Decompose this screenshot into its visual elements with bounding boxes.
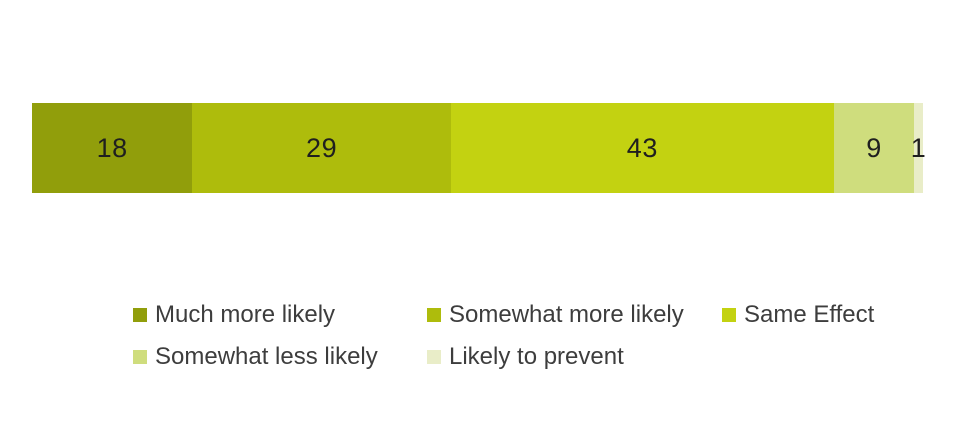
legend-item-somewhat-more-likely: Somewhat more likely (427, 301, 684, 329)
bar-segment-value: 43 (626, 132, 658, 163)
legend-label: Much more likely (155, 301, 336, 328)
stacked-bar: 18 29 43 9 1 (32, 103, 926, 193)
legend-label: Somewhat less likely (155, 343, 378, 370)
legend-label: Likely to prevent (449, 343, 624, 370)
legend-swatch-much-more-likely (133, 308, 147, 322)
bar-segment-much-more-likely: 18 (32, 103, 193, 193)
legend-item-same-effect: Same Effect (722, 301, 874, 329)
legend-item-much-more-likely: Much more likely (133, 301, 335, 329)
bar-segment-same-effect: 43 (450, 103, 834, 193)
bar-segment-value: 9 (866, 132, 882, 163)
legend-swatch-somewhat-less-likely (133, 350, 147, 364)
legend-label: Somewhat more likely (449, 301, 684, 328)
legend-swatch-same-effect (722, 308, 736, 322)
legend-item-somewhat-less-likely: Somewhat less likely (133, 343, 378, 371)
bar-segment-likely-to-prevent: 1 (911, 103, 926, 193)
legend-label: Same Effect (744, 301, 875, 328)
bar-segment-somewhat-less-likely: 9 (833, 103, 915, 193)
legend-swatch-likely-to-prevent (427, 350, 441, 364)
legend-item-likely-to-prevent: Likely to prevent (427, 343, 624, 371)
bar-segment-value: 18 (96, 132, 128, 163)
bar-segment-somewhat-more-likely: 29 (192, 103, 451, 193)
bar-segment-value: 29 (306, 132, 338, 163)
legend-swatch-somewhat-more-likely (427, 308, 441, 322)
bar-segment-value: 1 (910, 132, 927, 163)
